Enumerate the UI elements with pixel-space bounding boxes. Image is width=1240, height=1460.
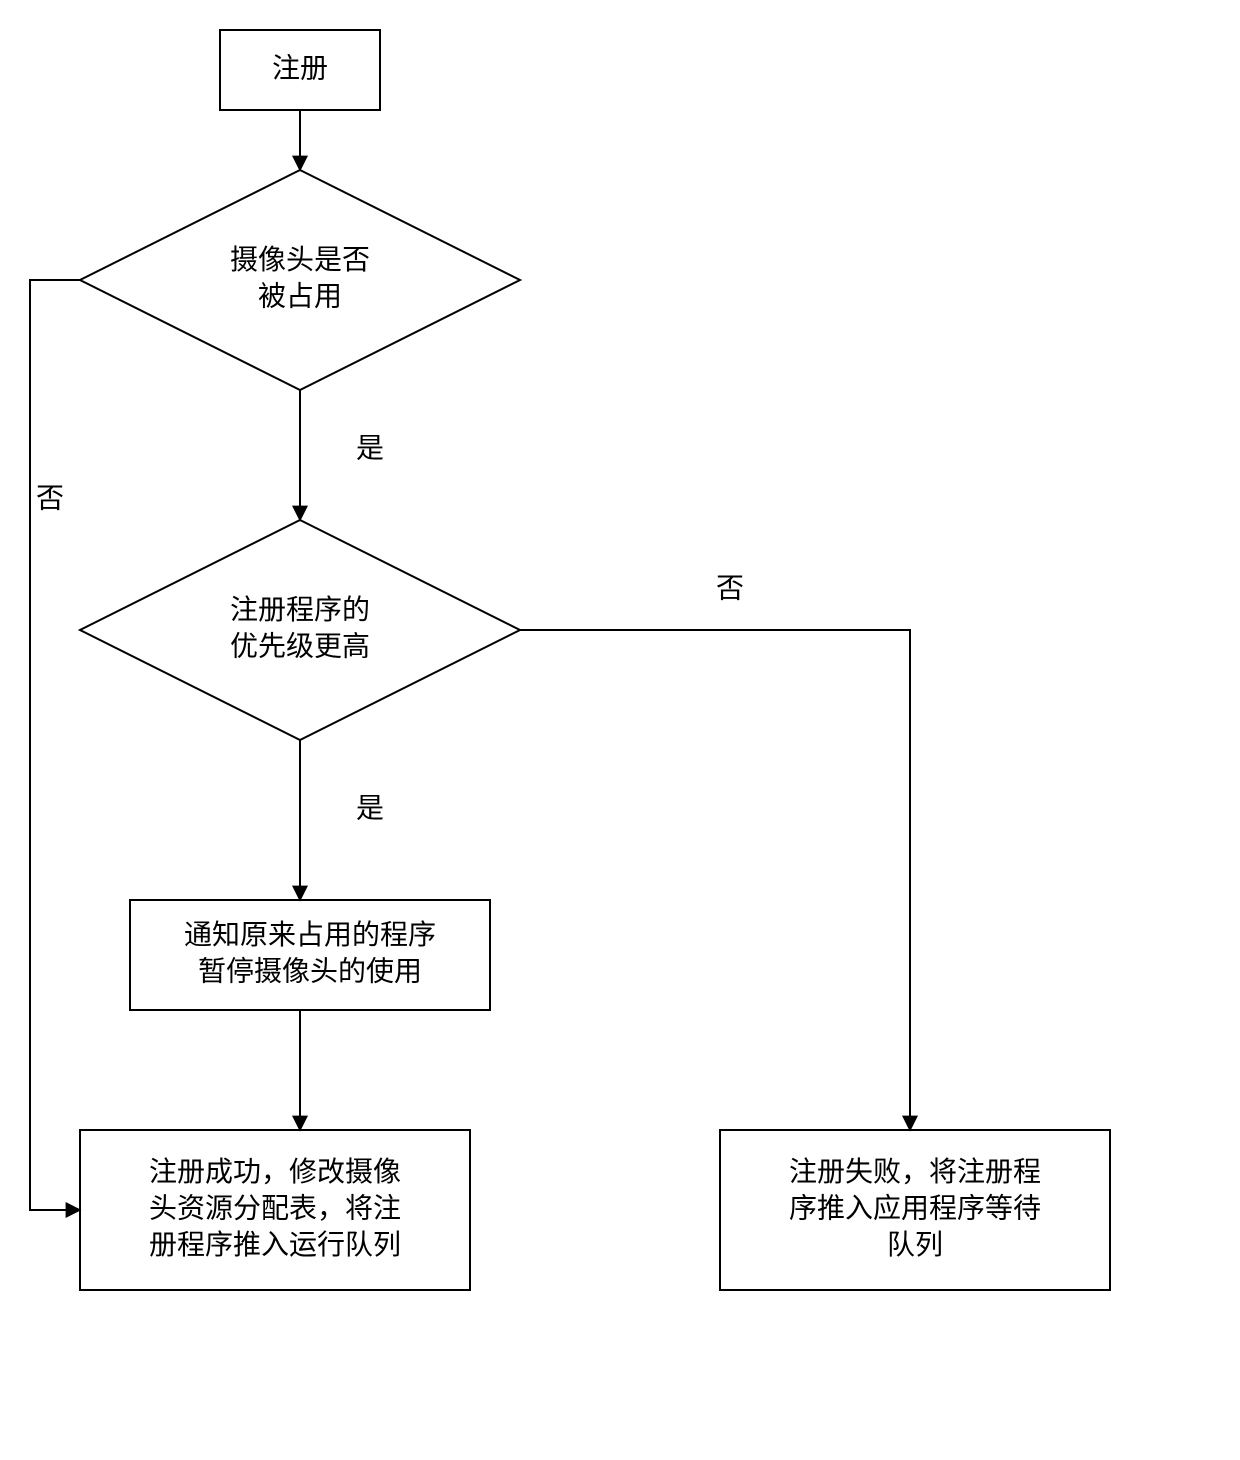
svg-text:序推入应用程序等待: 序推入应用程序等待 <box>789 1192 1041 1223</box>
svg-text:注册: 注册 <box>272 52 328 83</box>
node-start-label: 注册 <box>272 52 328 83</box>
svg-text:通知原来占用的程序: 通知原来占用的程序 <box>184 919 436 950</box>
node-proc3: 通知原来占用的程序暂停摄像头的使用 <box>130 900 490 1010</box>
svg-text:头资源分配表，将注: 头资源分配表，将注 <box>149 1192 401 1223</box>
edge-e4: 是 <box>300 740 384 900</box>
node-dec1: 摄像头是否被占用 <box>80 170 520 390</box>
edge-e2: 是 <box>300 390 384 520</box>
svg-text:注册失败，将注册程: 注册失败，将注册程 <box>789 1156 1041 1187</box>
svg-text:暂停摄像头的使用: 暂停摄像头的使用 <box>198 956 422 987</box>
svg-text:优先级更高: 优先级更高 <box>230 631 370 662</box>
node-dec2: 注册程序的优先级更高 <box>80 520 520 740</box>
edge-e3: 否 <box>30 280 80 1210</box>
node-fail: 注册失败，将注册程序推入应用程序等待队列 <box>720 1130 1110 1290</box>
svg-text:注册程序的: 注册程序的 <box>230 594 370 625</box>
node-succ-label: 注册成功，修改摄像头资源分配表，将注册程序推入运行队列 <box>149 1156 401 1260</box>
svg-text:册程序推入运行队列: 册程序推入运行队列 <box>149 1229 401 1260</box>
edge-e5: 否 <box>520 572 910 1130</box>
svg-text:队列: 队列 <box>887 1229 943 1260</box>
node-succ: 注册成功，修改摄像头资源分配表，将注册程序推入运行队列 <box>80 1130 470 1290</box>
svg-text:被占用: 被占用 <box>258 281 342 312</box>
edge-e3-label: 否 <box>36 482 64 513</box>
svg-text:摄像头是否: 摄像头是否 <box>230 244 370 275</box>
node-start: 注册 <box>220 30 380 110</box>
flowchart-diagram: 注册摄像头是否被占用注册程序的优先级更高通知原来占用的程序暂停摄像头的使用注册成… <box>0 0 1240 1460</box>
svg-text:注册成功，修改摄像: 注册成功，修改摄像 <box>149 1156 401 1187</box>
edge-e4-label: 是 <box>356 792 384 823</box>
edge-e2-label: 是 <box>356 432 384 463</box>
edge-e5-label: 否 <box>716 572 744 603</box>
